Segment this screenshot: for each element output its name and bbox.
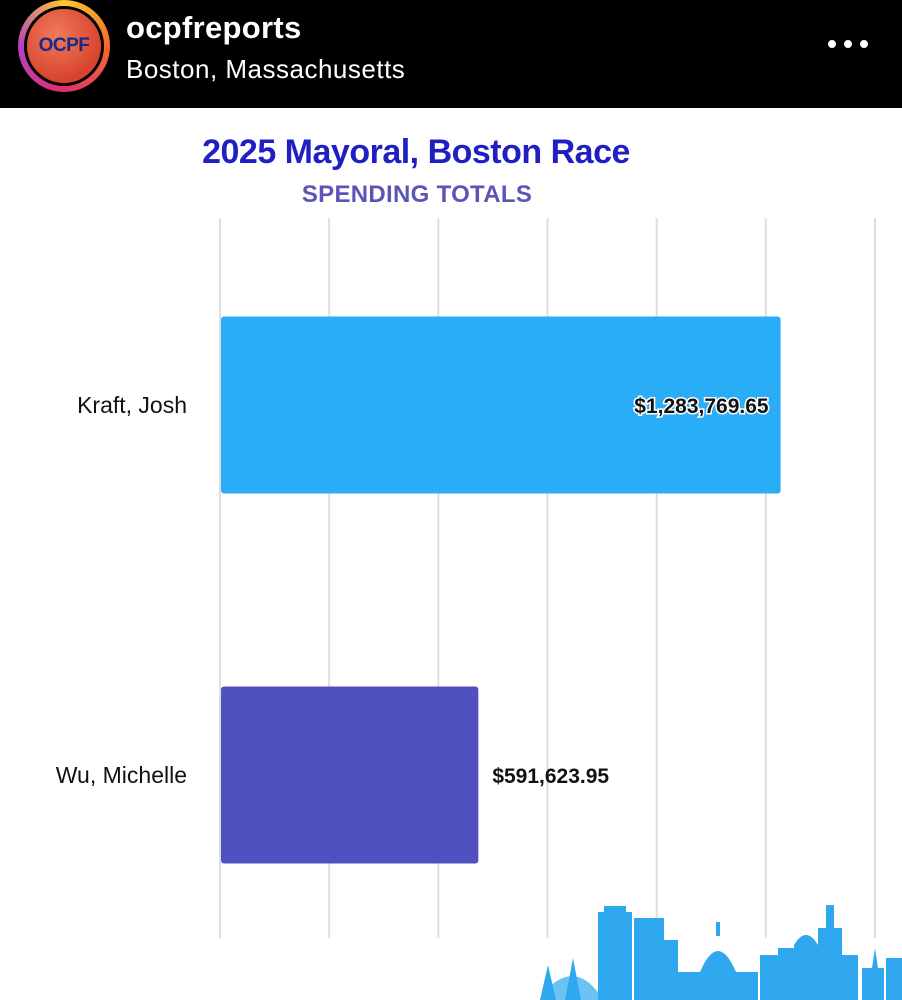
category-label: Wu, Michelle bbox=[56, 762, 187, 788]
post-header: OCPF ocpfreports Boston, Massachusetts bbox=[0, 0, 902, 108]
avatar[interactable]: OCPF bbox=[18, 0, 110, 92]
account-name[interactable]: ocpfreports bbox=[126, 10, 302, 45]
avatar-logo-text: OCPF bbox=[38, 35, 90, 56]
location-link[interactable]: Boston, Massachusetts bbox=[126, 54, 406, 84]
chart-subtitle: SPENDING TOTALS bbox=[301, 181, 533, 208]
ocpf-logo-icon: OCPF bbox=[24, 6, 104, 86]
value-label: $1,283,769.65 bbox=[634, 395, 769, 418]
value-label: $591,623.95 bbox=[492, 765, 609, 788]
bar-wu bbox=[221, 686, 479, 864]
category-label: Kraft, Josh bbox=[77, 392, 187, 418]
boston-skyline-icon bbox=[540, 905, 902, 1000]
more-options-icon[interactable] bbox=[826, 36, 870, 52]
chart-title: 2025 Mayoral, Boston Race bbox=[202, 133, 630, 171]
bar-kraft bbox=[221, 316, 781, 494]
chart-bars: Kraft, Josh $1,283,769.65 Wu, Michelle $591… bbox=[56, 316, 781, 864]
